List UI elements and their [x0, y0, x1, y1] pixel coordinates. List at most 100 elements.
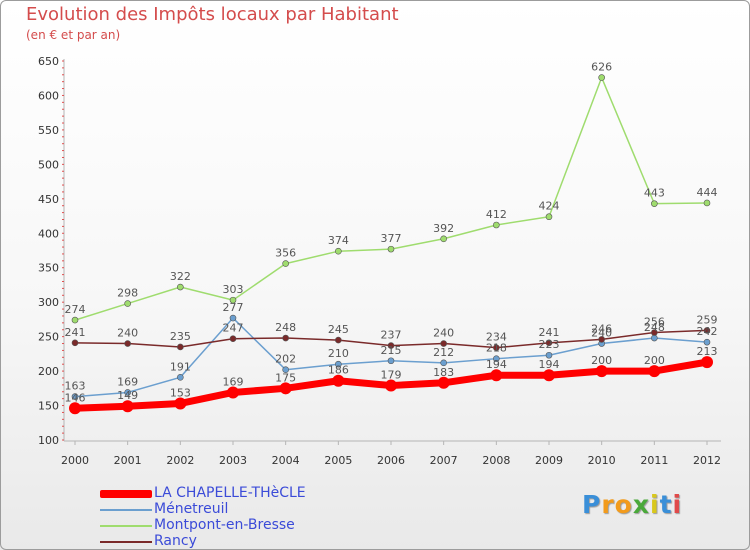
data-label: 248	[275, 321, 296, 334]
data-point	[437, 376, 450, 389]
data-point	[648, 365, 661, 378]
data-point	[121, 400, 134, 413]
data-point	[493, 355, 500, 362]
logo-letter: r	[601, 490, 615, 519]
data-label: 235	[170, 330, 191, 343]
x-tick-label: 2011	[640, 454, 668, 467]
data-point	[703, 199, 711, 207]
logo-letter: i	[650, 490, 660, 519]
x-tick-label: 2003	[219, 454, 247, 467]
x-tick-label: 2010	[588, 454, 616, 467]
legend-swatch	[100, 509, 152, 511]
legend-label: Ménetreuil	[154, 501, 229, 517]
data-label: 202	[275, 353, 296, 366]
data-point	[177, 283, 184, 291]
data-label: 200	[591, 354, 612, 367]
data-label: 443	[644, 187, 665, 200]
data-point	[174, 397, 187, 410]
data-point	[701, 356, 713, 369]
data-label: 179	[381, 369, 402, 382]
data-label: 259	[697, 313, 718, 326]
data-point	[595, 365, 608, 378]
data-label: 223	[539, 338, 560, 351]
data-point	[490, 369, 503, 382]
y-tick-label: 150	[38, 400, 59, 413]
data-point	[282, 334, 289, 342]
y-tick-label: 400	[38, 227, 59, 240]
proxiti-logo: Proxiti	[582, 490, 682, 519]
data-label: 175	[275, 371, 296, 384]
data-label: 246	[591, 322, 612, 335]
data-point	[229, 335, 237, 343]
data-point	[493, 344, 500, 351]
data-label: 153	[170, 386, 191, 399]
data-label: 212	[433, 346, 454, 359]
data-point	[335, 360, 342, 368]
data-label: 241	[539, 326, 560, 339]
data-point	[279, 382, 292, 395]
data-point	[387, 357, 395, 365]
legend-swatch	[100, 541, 152, 543]
data-point	[385, 379, 397, 392]
data-point	[651, 200, 658, 207]
data-point	[703, 327, 711, 334]
y-tick-label: 350	[38, 262, 59, 275]
legend-label: LA CHAPELLE-THèCLE	[154, 485, 306, 501]
data-label: 210	[328, 347, 349, 360]
data-label: 183	[433, 366, 454, 379]
data-point	[545, 339, 553, 347]
data-label: 240	[117, 327, 138, 340]
data-label: 256	[644, 316, 665, 329]
data-label: 218	[486, 342, 507, 355]
chart-subtitle: (en € et par an)	[26, 28, 121, 42]
data-label: 213	[697, 345, 718, 358]
data-label: 194	[486, 358, 507, 371]
data-point	[651, 334, 658, 342]
data-point	[703, 338, 711, 346]
chart-title: Evolution des Impôts locaux par Habitant	[26, 4, 399, 25]
data-label: 322	[170, 270, 191, 283]
y-tick-label: 250	[38, 331, 59, 344]
data-point	[71, 316, 79, 324]
data-label: 245	[328, 323, 349, 336]
data-label: 303	[223, 283, 244, 296]
y-tick-label: 200	[38, 365, 59, 378]
data-point	[543, 369, 555, 382]
legend-label: Rancy	[154, 533, 197, 549]
y-tick-label: 450	[38, 193, 59, 206]
data-label: 169	[223, 375, 244, 388]
data-label: 392	[433, 222, 454, 235]
data-point	[440, 340, 447, 347]
data-label: 215	[381, 344, 402, 357]
x-tick-label: 2002	[166, 454, 194, 467]
data-label: 194	[539, 358, 560, 371]
x-tick-label: 2001	[114, 454, 142, 467]
data-point	[335, 336, 342, 344]
x-tick-label: 2012	[693, 454, 721, 467]
data-label: 412	[486, 208, 507, 221]
data-label: 374	[328, 234, 349, 247]
logo-letter: o	[614, 490, 633, 519]
data-label: 626	[591, 61, 612, 74]
data-label: 234	[486, 331, 507, 344]
data-label: 444	[697, 186, 718, 199]
logo-letter: P	[582, 490, 602, 519]
y-tick-label: 600	[38, 89, 59, 102]
x-tick-label: 2008	[482, 454, 510, 467]
data-point	[71, 393, 79, 400]
legend-label: Montpont-en-Bresse	[154, 517, 295, 533]
data-point	[177, 373, 184, 381]
data-label: 191	[170, 360, 191, 373]
data-point	[124, 340, 131, 347]
logo-letter: x	[632, 490, 650, 519]
logo-letter: i	[672, 490, 683, 519]
y-tick-label: 500	[38, 158, 59, 171]
data-point	[335, 247, 342, 255]
data-point	[545, 351, 553, 359]
y-tick-label: 550	[38, 124, 59, 137]
data-label: 200	[644, 354, 665, 367]
data-point	[177, 343, 184, 351]
data-label: 424	[539, 200, 560, 213]
x-tick-label: 2005	[324, 454, 352, 467]
